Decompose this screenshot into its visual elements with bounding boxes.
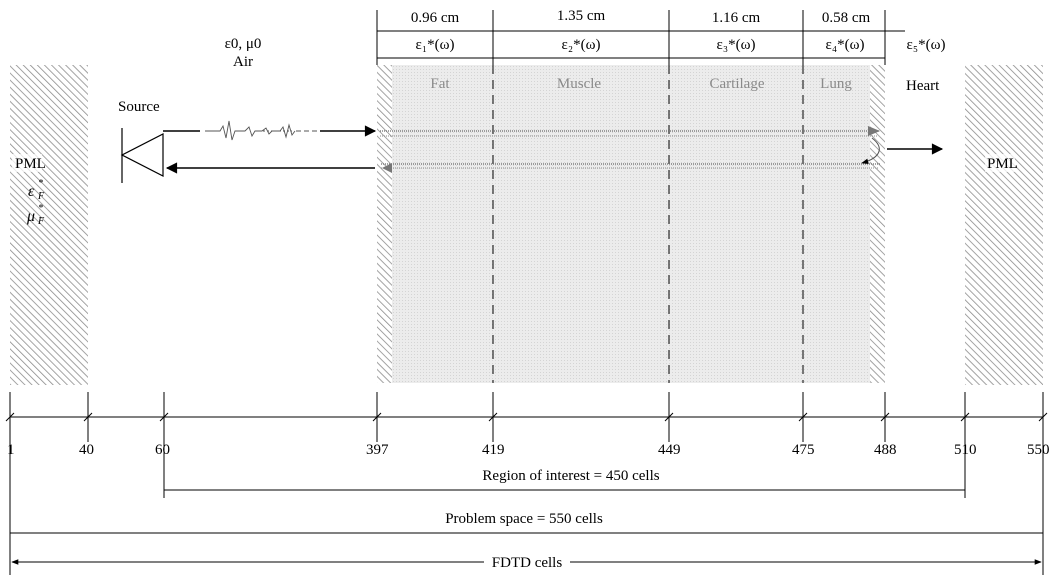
muscle-thickness: 1.35 cm (557, 8, 606, 24)
lung-thickness: 0.58 cm (822, 10, 871, 26)
permittivity-fat: ε₁*(ω) (416, 37, 455, 53)
layer-lung: Lung (820, 76, 852, 92)
pml-left-epsilon-sup: * (38, 178, 43, 189)
pml-left-mu-sup: * (38, 203, 43, 214)
pml-left-mu-sub: F (37, 216, 45, 227)
pml-left-mu: μ (26, 208, 35, 225)
pml-right-block (965, 65, 1043, 385)
permittivity-muscle: ε₂*(ω) (562, 37, 601, 53)
fdtd-label: FDTD cells (492, 555, 563, 571)
tick-label: 488 (874, 442, 897, 458)
layer-fat: Fat (430, 76, 450, 92)
roi-label: Region of interest = 450 cells (482, 468, 659, 484)
pml-left-label-bg (12, 154, 42, 172)
forward-arrowhead (868, 126, 880, 136)
source-label: Source (118, 99, 160, 115)
return-arrowhead (382, 163, 392, 173)
tick-label: 475 (792, 442, 815, 458)
air-params: ε0, μ0 (225, 36, 262, 52)
pml-left-block (10, 65, 88, 385)
air-label: Air (233, 54, 253, 70)
tissue-region (377, 65, 885, 383)
pml-right-label: PML (987, 156, 1018, 172)
permittivity-cartilage: ε₃*(ω) (717, 37, 756, 53)
fat-thickness: 0.96 cm (411, 10, 460, 26)
layer-cartilage: Cartilage (710, 76, 765, 92)
tick-label: 550 (1027, 442, 1050, 458)
tissue-left-boundary (377, 65, 392, 383)
tick-label: 397 (366, 442, 389, 458)
cell-axis-tick-labels: 1 40 60 397 419 449 475 488 510 550 (7, 442, 1050, 458)
pml-right-label-bg (985, 154, 1015, 172)
permittivity-lung: ε₄*(ω) (826, 37, 865, 53)
layer-separators (492, 65, 804, 383)
pml-left-epsilon: ε (28, 183, 35, 200)
heart-label: Heart (906, 78, 940, 94)
pml-left-label: PML (15, 156, 46, 172)
tick-label: 60 (155, 442, 170, 458)
reflection-curve (861, 137, 880, 165)
source-antenna-icon (120, 128, 164, 183)
problem-label: Problem space = 550 cells (445, 511, 603, 527)
tick-label: 449 (658, 442, 681, 458)
layer-muscle: Muscle (557, 76, 602, 92)
tick-label: 419 (482, 442, 505, 458)
dimension-lines (376, 10, 905, 65)
cell-axis-slashes (5, 412, 1048, 422)
tick-label: 40 (79, 442, 94, 458)
cartilage-thickness: 1.16 cm (712, 10, 761, 26)
permittivity-heart: ε₅*(ω) (907, 37, 946, 53)
fdtd-label-bg (484, 553, 570, 569)
tissue-right-boundary (870, 65, 885, 383)
tick-label: 1 (7, 442, 15, 458)
pml-left-epsilon-sub: F (37, 191, 45, 202)
